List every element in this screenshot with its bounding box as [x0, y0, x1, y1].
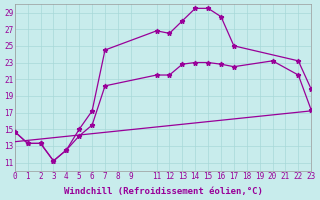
X-axis label: Windchill (Refroidissement éolien,°C): Windchill (Refroidissement éolien,°C)	[64, 187, 262, 196]
